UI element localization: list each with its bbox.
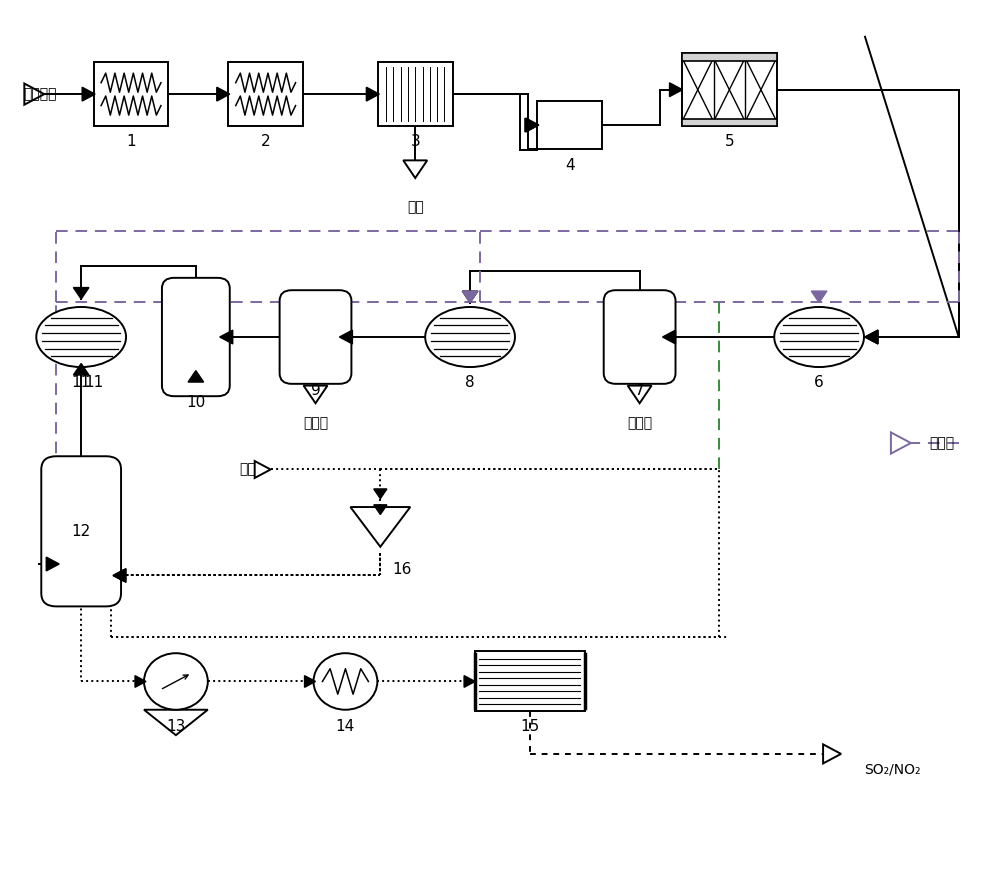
Text: 锅炉烟气: 锅炉烟气 [23, 87, 57, 101]
Text: SO₂/NO₂: SO₂/NO₂ [864, 763, 920, 777]
Text: 1: 1 [126, 134, 136, 149]
Ellipse shape [774, 307, 864, 367]
Polygon shape [462, 291, 478, 302]
FancyBboxPatch shape [604, 291, 676, 384]
Polygon shape [374, 505, 387, 515]
Bar [475, 651, 585, 711]
Bar [378, 62, 453, 126]
Text: 5: 5 [725, 134, 734, 149]
Polygon shape [811, 291, 827, 302]
Polygon shape [24, 83, 44, 105]
Polygon shape [823, 744, 841, 764]
Ellipse shape [36, 307, 126, 367]
Polygon shape [304, 385, 327, 403]
Text: 冷凝水: 冷凝水 [303, 416, 328, 431]
Text: 冷凝水: 冷凝水 [627, 416, 652, 431]
FancyBboxPatch shape [280, 291, 351, 384]
Polygon shape [113, 569, 126, 582]
Polygon shape [217, 87, 230, 101]
Polygon shape [188, 370, 204, 382]
Bar [537, 101, 602, 150]
Text: 15: 15 [520, 719, 540, 734]
Polygon shape [865, 330, 878, 344]
Text: 7: 7 [635, 383, 644, 398]
Polygon shape [891, 432, 911, 454]
Bar [94, 62, 168, 126]
Polygon shape [865, 330, 878, 344]
Polygon shape [339, 330, 352, 344]
Polygon shape [305, 676, 316, 688]
Text: 9: 9 [311, 383, 320, 398]
Polygon shape [525, 118, 538, 132]
Polygon shape [464, 676, 475, 688]
Polygon shape [220, 330, 233, 344]
Bar [682, 53, 777, 61]
Polygon shape [374, 489, 387, 499]
Polygon shape [144, 710, 208, 735]
Polygon shape [73, 288, 89, 299]
Text: 11: 11 [85, 375, 104, 390]
Text: 6: 6 [814, 375, 824, 390]
Polygon shape [526, 118, 539, 132]
Text: 12: 12 [72, 524, 91, 539]
Polygon shape [113, 570, 124, 581]
Polygon shape [350, 507, 410, 547]
Bar [682, 119, 777, 126]
Polygon shape [366, 87, 379, 101]
FancyBboxPatch shape [41, 456, 121, 606]
Polygon shape [82, 87, 95, 101]
Bar [228, 62, 303, 126]
Text: 11: 11 [72, 375, 91, 390]
Polygon shape [670, 82, 682, 97]
Text: 4: 4 [565, 158, 575, 173]
Polygon shape [135, 676, 146, 688]
Text: 13: 13 [166, 719, 186, 734]
Text: 14: 14 [336, 719, 355, 734]
Text: 3: 3 [410, 134, 420, 149]
Ellipse shape [425, 307, 515, 367]
Text: 排灰: 排灰 [407, 200, 424, 214]
Text: 8: 8 [465, 375, 475, 390]
Text: 10: 10 [186, 395, 205, 410]
Text: 2: 2 [261, 134, 270, 149]
Polygon shape [46, 557, 59, 571]
Text: 补液: 补液 [239, 462, 256, 477]
Text: 16: 16 [393, 563, 412, 578]
Polygon shape [403, 160, 427, 178]
Text: 净烟气: 净烟气 [929, 436, 954, 450]
Circle shape [314, 653, 377, 710]
Polygon shape [663, 330, 676, 344]
Polygon shape [73, 363, 89, 375]
Polygon shape [255, 461, 271, 478]
FancyBboxPatch shape [162, 278, 230, 396]
Bar [682, 53, 777, 126]
Polygon shape [628, 385, 652, 403]
Circle shape [144, 653, 208, 710]
Polygon shape [462, 291, 478, 302]
